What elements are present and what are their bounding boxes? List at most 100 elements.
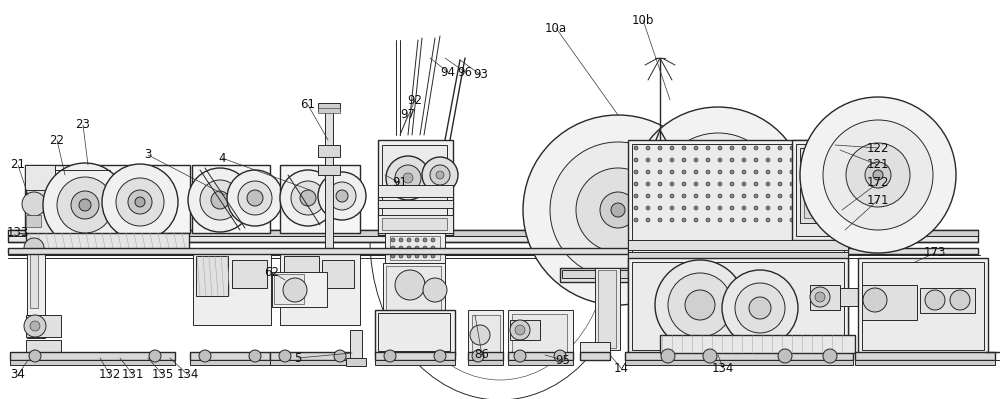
- Circle shape: [415, 238, 419, 242]
- Bar: [272, 272, 327, 307]
- Bar: [468, 352, 503, 360]
- Circle shape: [863, 288, 887, 312]
- Circle shape: [423, 246, 427, 250]
- Circle shape: [778, 146, 782, 150]
- Circle shape: [399, 246, 403, 250]
- Text: 122: 122: [867, 142, 889, 154]
- Circle shape: [407, 246, 411, 250]
- Text: 173: 173: [924, 247, 946, 259]
- Bar: [270, 360, 355, 365]
- Circle shape: [823, 120, 933, 230]
- Circle shape: [200, 180, 240, 220]
- Circle shape: [434, 350, 446, 362]
- Text: 3: 3: [144, 148, 152, 162]
- Circle shape: [423, 278, 447, 302]
- Circle shape: [472, 350, 484, 362]
- Text: 134: 134: [712, 361, 734, 375]
- Circle shape: [79, 199, 91, 211]
- Bar: [660, 335, 855, 353]
- Circle shape: [718, 218, 722, 222]
- Circle shape: [766, 170, 770, 174]
- Circle shape: [395, 270, 425, 300]
- Circle shape: [754, 194, 758, 198]
- Circle shape: [422, 157, 458, 193]
- Circle shape: [670, 182, 674, 186]
- Circle shape: [238, 181, 272, 215]
- Circle shape: [754, 146, 758, 150]
- Bar: [190, 352, 270, 360]
- Circle shape: [718, 146, 722, 150]
- Bar: [192, 165, 270, 233]
- Circle shape: [436, 171, 444, 179]
- Circle shape: [742, 218, 746, 222]
- Circle shape: [431, 254, 435, 258]
- Circle shape: [670, 158, 674, 162]
- Text: 10b: 10b: [632, 14, 654, 26]
- Circle shape: [790, 218, 794, 222]
- Text: 94: 94: [440, 65, 456, 79]
- Circle shape: [646, 206, 650, 210]
- Circle shape: [116, 178, 164, 226]
- Circle shape: [646, 158, 650, 162]
- Circle shape: [718, 206, 722, 210]
- Bar: [383, 263, 445, 318]
- Bar: [855, 360, 995, 365]
- Circle shape: [742, 146, 746, 150]
- Circle shape: [846, 143, 910, 207]
- Circle shape: [682, 158, 686, 162]
- Bar: [190, 360, 270, 365]
- Circle shape: [634, 158, 638, 162]
- Bar: [232, 260, 267, 288]
- Circle shape: [790, 182, 794, 186]
- Bar: [27, 253, 45, 338]
- Circle shape: [249, 350, 261, 362]
- Circle shape: [658, 158, 662, 162]
- Circle shape: [682, 194, 686, 198]
- Circle shape: [778, 349, 792, 363]
- Bar: [280, 165, 360, 233]
- Circle shape: [670, 170, 674, 174]
- Text: 86: 86: [475, 348, 489, 361]
- Circle shape: [43, 163, 127, 247]
- Circle shape: [730, 194, 734, 198]
- Circle shape: [431, 246, 435, 250]
- Text: 121: 121: [867, 158, 889, 172]
- Bar: [632, 144, 844, 349]
- Bar: [26, 190, 54, 212]
- Circle shape: [754, 218, 758, 222]
- Circle shape: [407, 238, 411, 242]
- Circle shape: [682, 182, 686, 186]
- Bar: [804, 192, 836, 218]
- Text: 4: 4: [218, 152, 226, 164]
- Bar: [472, 315, 500, 355]
- Circle shape: [790, 170, 794, 174]
- Text: 133: 133: [7, 227, 29, 239]
- Circle shape: [399, 238, 403, 242]
- Text: 95: 95: [556, 354, 570, 367]
- Circle shape: [655, 260, 745, 350]
- Bar: [796, 144, 846, 236]
- Circle shape: [634, 170, 638, 174]
- Text: 132: 132: [99, 369, 121, 381]
- Bar: [508, 352, 573, 360]
- Circle shape: [800, 97, 956, 253]
- Circle shape: [646, 194, 650, 198]
- Text: 34: 34: [11, 369, 25, 381]
- Bar: [193, 253, 271, 325]
- Circle shape: [611, 203, 625, 217]
- Circle shape: [391, 254, 395, 258]
- Bar: [508, 360, 573, 365]
- Text: 172: 172: [867, 176, 889, 190]
- Circle shape: [510, 320, 530, 340]
- Bar: [598, 270, 616, 348]
- Circle shape: [735, 283, 785, 333]
- Circle shape: [694, 206, 698, 210]
- Bar: [318, 145, 340, 157]
- Bar: [318, 108, 340, 113]
- Circle shape: [71, 191, 99, 219]
- Bar: [8, 248, 978, 254]
- Circle shape: [754, 170, 758, 174]
- Circle shape: [399, 254, 403, 258]
- Circle shape: [682, 146, 686, 150]
- Text: 134: 134: [177, 369, 199, 381]
